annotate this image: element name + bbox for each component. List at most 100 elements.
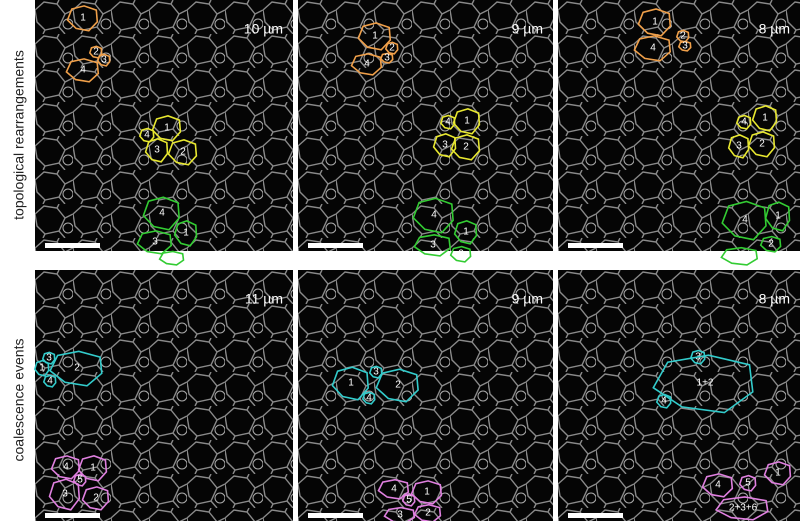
cell-label: 1	[762, 113, 768, 124]
cell-outline	[50, 455, 81, 480]
cell-outline	[81, 486, 110, 511]
cell-label: 3	[101, 55, 107, 66]
cell-outline	[173, 220, 198, 247]
cell-outline	[633, 35, 672, 62]
cell-label: 3	[152, 237, 158, 248]
scale-bar	[308, 243, 363, 248]
cell-label: 1	[80, 13, 86, 24]
micrograph	[558, 0, 800, 251]
cell-outline	[136, 230, 173, 255]
scale-bar	[568, 243, 623, 248]
cell-outline	[412, 197, 454, 234]
cell-label: 2	[169, 253, 175, 264]
micrograph	[298, 270, 553, 521]
cell-label: 4	[661, 396, 667, 407]
cell-label: 1	[463, 227, 469, 238]
cell-outline	[401, 493, 416, 507]
cell-label: 4	[366, 393, 372, 404]
cell-label: 1	[775, 211, 781, 222]
cell-outline	[361, 391, 376, 405]
cell-outline	[720, 246, 759, 266]
depth-label: 9 µm	[512, 21, 543, 37]
cell-label: 3	[46, 353, 52, 364]
cell-outline	[735, 114, 752, 130]
cell-label: 4	[80, 65, 86, 76]
cell-label: 3	[430, 240, 436, 251]
cell-outline	[450, 134, 481, 161]
cell-label: 1	[39, 363, 45, 374]
cell-label: 4	[63, 462, 69, 473]
cell-label: 2+3+6	[729, 503, 758, 514]
cell-label: 1	[464, 116, 470, 127]
scale-bar	[568, 513, 623, 518]
cell-label: 1+2	[697, 378, 714, 389]
cell-label: 2	[389, 43, 395, 54]
cell-outline	[738, 474, 757, 492]
cell-outline	[677, 40, 692, 52]
depth-label: 8 µm	[759, 21, 790, 37]
cell-outline	[383, 506, 416, 521]
micrograph	[35, 270, 293, 521]
cell-outline	[452, 108, 481, 135]
cell-outline	[142, 196, 181, 231]
cell-label: 1	[183, 228, 189, 239]
scale-bar	[45, 513, 100, 518]
cell-outline	[77, 455, 108, 482]
micrograph	[558, 270, 800, 521]
cell-label: 4	[391, 484, 397, 495]
cell-outline	[72, 473, 87, 487]
depth-label: 9 µm	[512, 291, 543, 307]
depth-label: 11 µm	[245, 291, 283, 307]
row-label: coalescence events	[11, 339, 27, 462]
cell-label: 4	[431, 210, 437, 221]
cell-outline	[453, 220, 478, 245]
cell-label: 2	[74, 363, 80, 374]
micrograph	[298, 0, 553, 251]
depth-label: 8 µm	[759, 291, 790, 307]
cell-outline	[432, 133, 457, 158]
cell-outline	[721, 200, 767, 241]
cell-outline	[751, 105, 778, 132]
cell-outline	[158, 250, 185, 266]
cell-outline	[65, 58, 100, 83]
cell-label: 2	[93, 493, 99, 504]
cell-outline	[763, 461, 792, 486]
cell-outline	[41, 351, 56, 365]
cell-outline	[449, 245, 472, 263]
cell-label: 4	[159, 208, 165, 219]
cell-outline	[144, 138, 169, 163]
cell-outline	[368, 365, 383, 379]
cell-label: 1	[775, 468, 781, 479]
cell-outline	[96, 53, 111, 67]
cell-outline	[439, 114, 456, 130]
cell-label: 2	[180, 147, 186, 158]
cell-label: 1	[372, 31, 378, 42]
cell-label: 4	[650, 43, 656, 54]
cell-outline	[727, 134, 750, 159]
cell-label: 3	[154, 145, 160, 156]
cell-outline	[764, 201, 791, 232]
cell-label: 2	[395, 380, 401, 391]
cell-label: 1	[348, 378, 354, 389]
cell-outline	[701, 473, 734, 498]
cell-label: 4	[364, 59, 370, 70]
cell-outline	[759, 235, 782, 253]
cell-outline	[413, 233, 452, 257]
cell-outline	[33, 359, 50, 377]
cell-label: 2	[768, 239, 774, 250]
cell-outline	[410, 480, 443, 505]
micrograph	[35, 0, 293, 251]
cell-outline	[637, 8, 672, 37]
cell-label: 3	[737, 251, 743, 262]
cell-outline	[357, 22, 392, 51]
cell-label: 4	[445, 117, 451, 128]
cell-outline	[379, 52, 394, 64]
cell-label: 2	[759, 139, 765, 150]
cell-outline	[49, 350, 103, 387]
scale-bar	[45, 243, 100, 248]
cell-label: 3	[62, 489, 68, 500]
scale-bar	[308, 513, 363, 518]
